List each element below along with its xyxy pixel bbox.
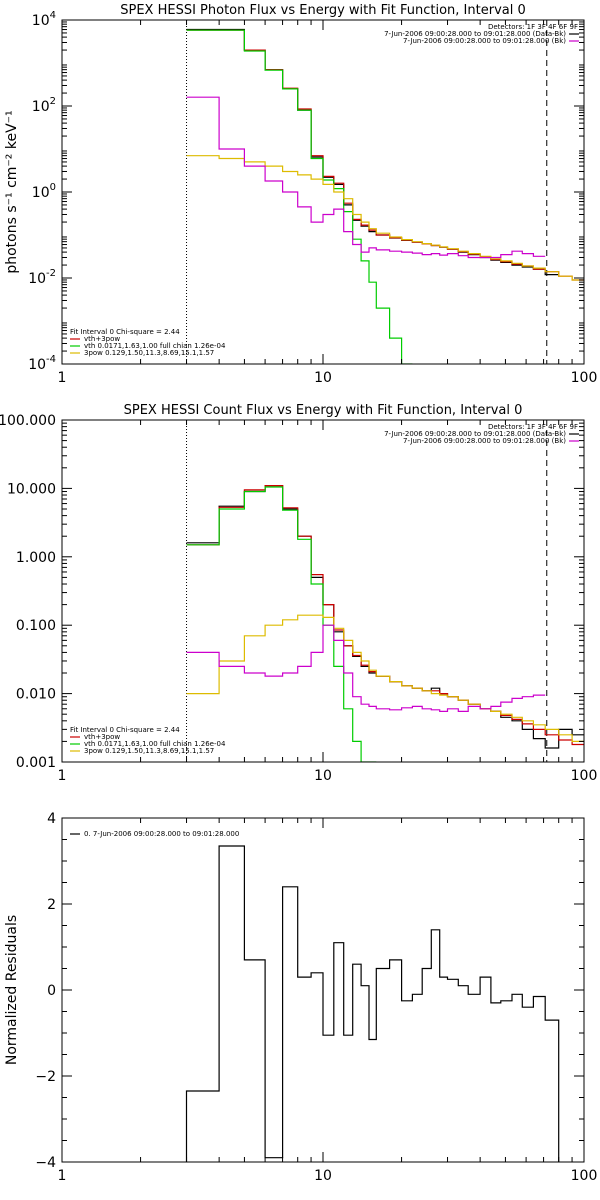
legend-left-label: 3pow 0.129,1.50,11.3,8.69,15.1,1.57: [84, 349, 214, 357]
y-tick-label: 100: [32, 182, 56, 201]
y-tick-label: −4: [35, 1155, 56, 1171]
x-tick-label: 1: [58, 768, 67, 784]
y-tick-base: 10: [32, 185, 50, 201]
x-tick-label: 10: [314, 370, 332, 386]
x-tick-label: 100: [571, 1168, 598, 1184]
chart-title: SPEX HESSI Photon Flux vs Energy with Fi…: [120, 3, 526, 18]
y-tick-exponent: 0: [50, 182, 56, 193]
y-tick-base: 10: [28, 271, 46, 287]
chart-title: SPEX HESSI Count Flux vs Energy with Fit…: [124, 403, 523, 418]
legend-right-label: Detectors: 1F 3F 4F 6F 9F: [488, 23, 578, 31]
y-tick-exponent: -2: [46, 268, 56, 279]
chart-panel-1: SPEX HESSI Photon Flux vs Energy with Fi…: [4, 3, 597, 386]
plot-area: [186, 20, 584, 364]
series-0: [186, 28, 559, 276]
legend-left-label: vth+3pow: [84, 733, 120, 741]
legend-left-label: vth 0.0171,1.63,1.00 full chian 1.26e-04: [84, 342, 226, 350]
axes-frame: [61, 19, 585, 365]
x-tick-label: 10: [314, 768, 332, 784]
y-tick-exponent: 4: [50, 10, 56, 21]
legend-right-label: 7-Jun-2006 09:00:28.000 to 09:01:28.000 …: [403, 37, 566, 45]
y-tick-label: 10-2: [28, 268, 56, 287]
series-2: [186, 486, 377, 762]
y-tick-exponent: -4: [46, 354, 56, 365]
chart-panel-2: SPEX HESSI Count Flux vs Energy with Fit…: [0, 403, 597, 784]
x-tick-label: 1: [58, 370, 67, 386]
legend-right-label: 7-Jun-2006 09:00:28.000 to 09:01:28.000 …: [403, 437, 566, 445]
y-tick-label: 100.000: [0, 413, 56, 429]
legend-right-label: Detectors: 1F 3F 4F 6F 9F: [488, 423, 578, 431]
series-1: [186, 29, 584, 281]
x-tick-label: 100: [571, 370, 598, 386]
series-1: [186, 485, 584, 746]
y-axis-label: Normalized Residuals: [4, 915, 20, 1065]
series-3: [186, 614, 584, 742]
legend-left-label: Fit Interval 0 Chi-square = 2.44: [70, 328, 180, 336]
legend-left-label: 0. 7-Jun-2006 09:00:28.000 to 09:01:28.0…: [84, 830, 239, 838]
x-tick-label: 10: [314, 1168, 332, 1184]
y-axis-label: photons s⁻¹ cm⁻² keV⁻¹: [4, 110, 20, 273]
legend-left-label: vth+3pow: [84, 335, 120, 343]
y-tick-base: 10: [32, 13, 50, 29]
x-tick-label: 1: [58, 1168, 67, 1184]
legend-left-label: vth 0.0171,1.63,1.00 full chian 1.26e-04: [84, 740, 226, 748]
series-4: [186, 96, 546, 259]
legend-left-label: Fit Interval 0 Chi-square = 2.44: [70, 726, 180, 734]
legend-right-label: 7-Jun-2006 09:00:28.000 to 09:01:28.000 …: [384, 430, 566, 438]
chart-panel-3: 1 10 100 −4 −2 0 2 4 Normalized Residuals 0. 7-Ju…: [4, 811, 597, 1184]
y-tick-base: 10: [32, 99, 50, 115]
y-tick-label: 104: [32, 10, 56, 29]
y-tick-label: 102: [32, 96, 56, 115]
series-4: [186, 624, 546, 712]
y-tick-label: 0: [47, 983, 56, 999]
y-tick-label: 0.010: [16, 687, 56, 703]
legend-right-label: 7-Jun-2006 09:00:28.000 to 09:01:28.000 …: [384, 30, 566, 38]
legend-left-label: 3pow 0.129,1.50,11.3,8.69,15.1,1.57: [84, 747, 214, 755]
series-2: [186, 29, 413, 364]
y-tick-exponent: 2: [50, 96, 56, 107]
y-tick-label: 0.100: [16, 618, 56, 634]
y-tick-base: 10: [28, 357, 46, 373]
y-tick-label: 1.000: [16, 550, 56, 566]
plot-area: [185, 845, 560, 1162]
y-tick-label: −2: [35, 1069, 56, 1085]
y-tick-label: 10.000: [7, 481, 56, 497]
plot-area: [186, 420, 584, 762]
y-tick-label: 0.001: [16, 755, 56, 771]
y-tick-label: 10-4: [28, 354, 56, 373]
x-tick-label: 100: [571, 768, 598, 784]
series-0: [185, 845, 560, 1162]
series-3: [186, 155, 584, 281]
y-tick-label: 4: [47, 811, 56, 827]
y-tick-label: 2: [47, 897, 56, 913]
